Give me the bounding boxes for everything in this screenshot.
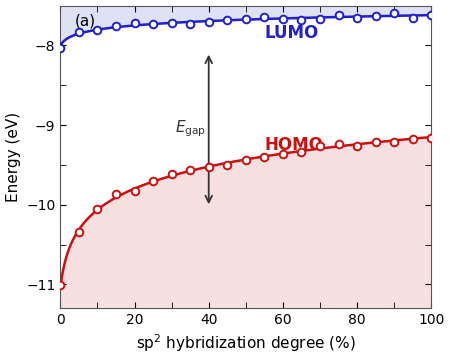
Text: $\mathit{E}_{\rm gap}$: $\mathit{E}_{\rm gap}$	[175, 119, 206, 139]
Text: LUMO: LUMO	[264, 24, 319, 42]
Text: HOMO: HOMO	[264, 136, 323, 154]
X-axis label: sp$^2$ hybridization degree (%): sp$^2$ hybridization degree (%)	[136, 333, 356, 355]
Y-axis label: Energy (eV): Energy (eV)	[5, 112, 21, 202]
Text: (a): (a)	[75, 14, 96, 28]
